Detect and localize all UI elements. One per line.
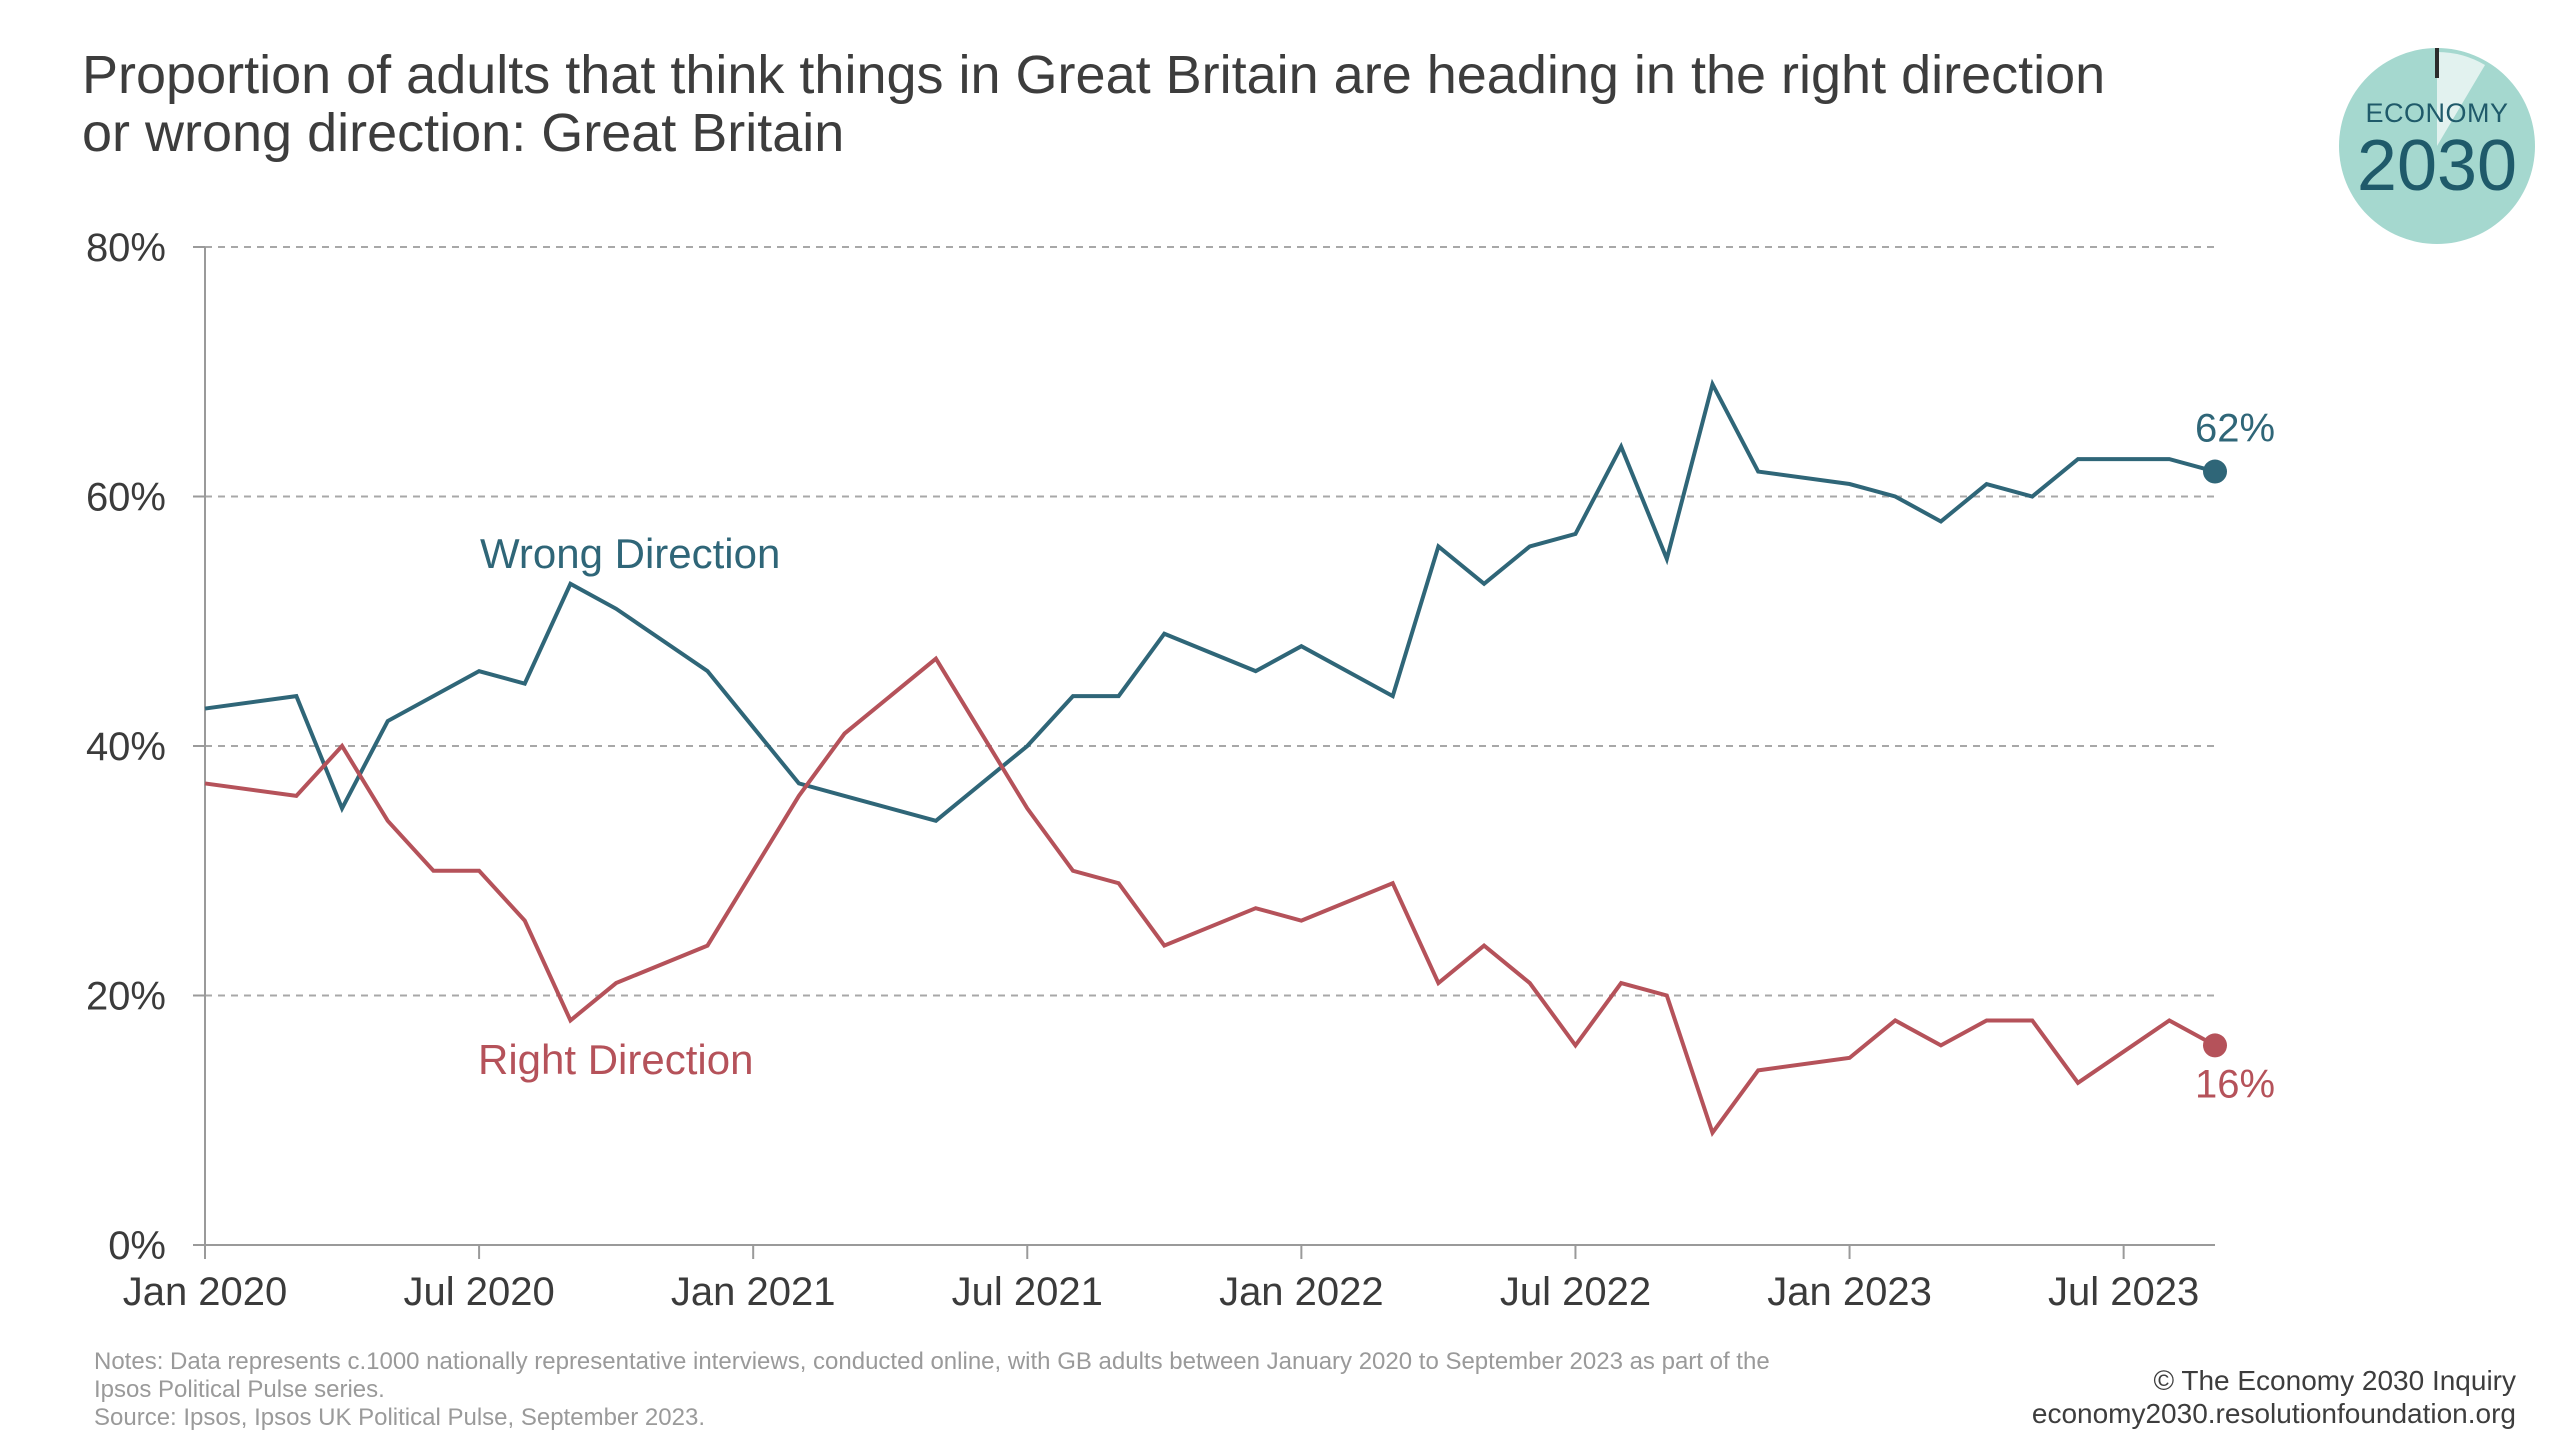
y-tick-label: 80%	[86, 226, 166, 270]
notes-line1: Notes: Data represents c.1000 nationally…	[94, 1348, 1770, 1375]
end-value-label: 62%	[2195, 407, 2275, 451]
x-tick-label: Jul 2020	[403, 1270, 554, 1314]
credits: © The Economy 2030 Inquiry economy2030.r…	[2032, 1364, 2516, 1430]
x-tick-label: Jul 2022	[1500, 1270, 1651, 1314]
x-tick-label: Jan 2022	[1219, 1270, 1384, 1314]
logo-text-economy: ECONOMY	[2365, 98, 2509, 128]
x-tick-label: Jan 2020	[123, 1270, 288, 1314]
source-line: Source: Ipsos, Ipsos UK Political Pulse,…	[94, 1404, 705, 1431]
x-tick-label: Jan 2023	[1767, 1270, 1932, 1314]
notes-line2: Ipsos Political Pulse series.	[94, 1376, 385, 1403]
economy-2030-logo: ECONOMY 2030	[2337, 46, 2537, 246]
website-link[interactable]: economy2030.resolutionfoundation.org	[2031, 1398, 2516, 1429]
y-axis-ticks: 0% 20% 40% 60% 80%	[86, 226, 205, 1268]
y-tick-label: 40%	[86, 725, 166, 769]
chart-title: Proportion of adults that think things i…	[82, 46, 2182, 162]
credit-line: © The Economy 2030 Inquiry	[2153, 1365, 2516, 1396]
x-tick-label: Jul 2023	[2048, 1270, 2199, 1314]
end-point-marker	[2203, 1033, 2227, 1058]
x-axis-ticks: Jan 2020 Jul 2020 Jan 2021 Jul 2021 Jan 2022…	[123, 1245, 2199, 1314]
series-label-wrong-direction: Wrong Direction	[480, 530, 780, 577]
logo-text-2030: 2030	[2356, 126, 2518, 206]
end-value-label: 16%	[2195, 1062, 2275, 1106]
y-tick-label: 60%	[86, 476, 166, 520]
series-label-right-direction: Right Direction	[478, 1036, 753, 1083]
series-labels: Wrong Direction Right Direction	[478, 530, 780, 1083]
series-line-wrong-direction	[204, 378, 2216, 824]
chart-title-line2: or wrong direction: Great Britain	[82, 103, 845, 163]
series-lines: 62% 16%	[204, 378, 2275, 1138]
y-tick-label: 0%	[108, 1224, 166, 1268]
series-line-right-direction	[204, 655, 2216, 1138]
y-tick-label: 20%	[86, 975, 166, 1019]
x-tick-label: Jan 2021	[671, 1270, 836, 1314]
end-point-marker	[2203, 459, 2227, 484]
chart-gridlines	[205, 246, 2215, 997]
logo-badge-icon	[2339, 48, 2535, 244]
x-tick-label: Jul 2021	[952, 1270, 1103, 1314]
chart-title-line1: Proportion of adults that think things i…	[82, 45, 2106, 105]
chart-notes: Notes: Data represents c.1000 nationally…	[94, 1348, 2044, 1432]
